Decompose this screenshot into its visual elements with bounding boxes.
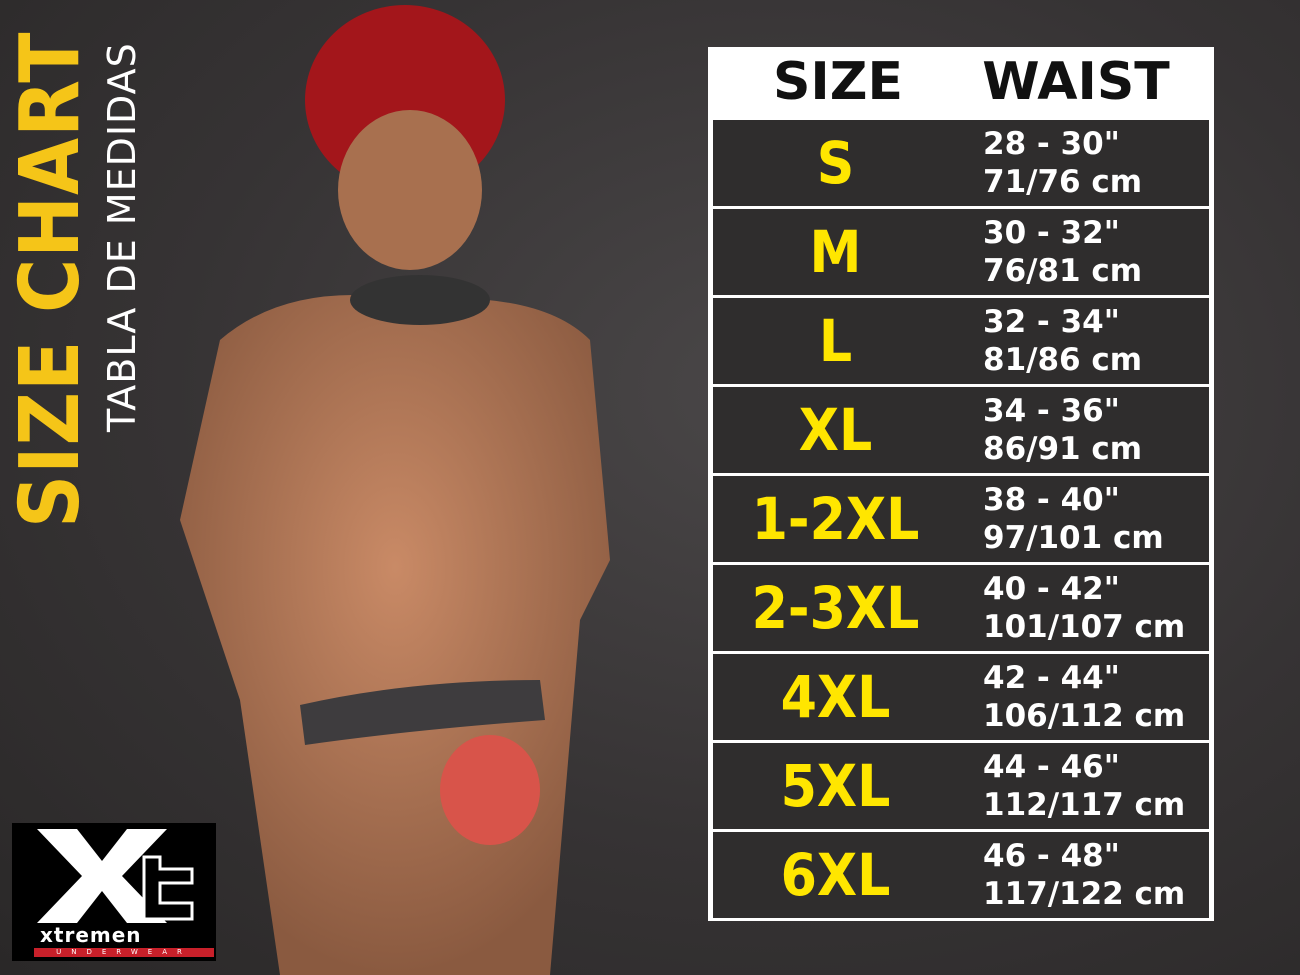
subtitle: TABLA DE MEDIDAS (100, 42, 144, 432)
size-cell: S (816, 129, 855, 197)
model-photo (180, 5, 610, 975)
size-cell: 6XL (780, 841, 891, 909)
waist-cm: 106/112 cm (983, 698, 1186, 734)
waist-inches: 30 - 32" (983, 215, 1120, 251)
table-header: SIZE WAIST (713, 47, 1209, 117)
table-row: 4XL 42 - 44" 106/112 cm (713, 654, 1209, 740)
waist-cell: 30 - 32" 76/81 cm (958, 214, 1209, 290)
waist-cm: 97/101 cm (983, 520, 1164, 556)
waist-cm: 76/81 cm (983, 253, 1143, 289)
header-waist: WAIST (982, 52, 1170, 112)
table-row: 5XL 44 - 46" 112/117 cm (713, 743, 1209, 829)
waist-cell: 34 - 36" 86/91 cm (958, 392, 1209, 468)
header-size: SIZE (772, 52, 904, 112)
waist-inches: 28 - 30" (983, 126, 1120, 162)
waist-cell: 42 - 44" 106/112 cm (958, 659, 1209, 735)
size-cell: 1-2XL (751, 485, 920, 553)
title: SIZE CHART (3, 31, 98, 528)
table-row: 2-3XL 40 - 42" 101/107 cm (713, 565, 1209, 651)
waist-cm: 71/76 cm (983, 164, 1143, 200)
pouch (440, 735, 540, 845)
waist-inches: 40 - 42" (983, 571, 1120, 607)
size-table: SIZE WAIST S 28 - 30" 71/76 cm M 30 - 32" 7… (708, 47, 1214, 921)
waist-cell: 46 - 48" 117/122 cm (958, 837, 1209, 913)
size-cell: 5XL (780, 752, 891, 820)
logo-brand: xtremen (40, 923, 142, 947)
logo-sub: UNDERWEAR (34, 948, 214, 957)
table-row: 1-2XL 38 - 40" 97/101 cm (713, 476, 1209, 562)
table-row: L 32 - 34" 81/86 cm (713, 298, 1209, 384)
waist-cell: 40 - 42" 101/107 cm (958, 570, 1209, 646)
waist-cm: 81/86 cm (983, 342, 1143, 378)
waist-inches: 46 - 48" (983, 838, 1120, 874)
head (338, 110, 482, 270)
brand-logo: xtremen UNDERWEAR (12, 823, 216, 961)
waist-cell: 28 - 30" 71/76 cm (958, 125, 1209, 201)
table-row: XL 34 - 36" 86/91 cm (713, 387, 1209, 473)
table-row: 6XL 46 - 48" 117/122 cm (713, 832, 1209, 918)
size-cell: 2-3XL (751, 574, 920, 642)
waist-inches: 38 - 40" (983, 482, 1120, 518)
logo-xt-mark (37, 829, 194, 923)
waist-inches: 42 - 44" (983, 660, 1120, 696)
size-cell: 4XL (780, 663, 891, 731)
waist-cell: 38 - 40" 97/101 cm (958, 481, 1209, 557)
waistband (300, 680, 545, 745)
torso (180, 295, 610, 975)
waist-cell: 32 - 34" 81/86 cm (958, 303, 1209, 379)
size-cell: L (818, 307, 853, 375)
waist-cell: 44 - 46" 112/117 cm (958, 748, 1209, 824)
waist-cm: 112/117 cm (983, 787, 1186, 823)
table-body: S 28 - 30" 71/76 cm M 30 - 32" 76/81 cm L 32… (713, 120, 1209, 918)
size-cell: M (809, 218, 862, 286)
size-cell: XL (798, 396, 873, 464)
waist-cm: 117/122 cm (983, 876, 1186, 912)
waist-inches: 32 - 34" (983, 304, 1120, 340)
waist-cm: 101/107 cm (983, 609, 1186, 645)
table-row: M 30 - 32" 76/81 cm (713, 209, 1209, 295)
waist-inches: 44 - 46" (983, 749, 1120, 785)
goggles (350, 275, 490, 325)
waist-inches: 34 - 36" (983, 393, 1120, 429)
table-row: S 28 - 30" 71/76 cm (713, 120, 1209, 206)
waist-cm: 86/91 cm (983, 431, 1143, 467)
